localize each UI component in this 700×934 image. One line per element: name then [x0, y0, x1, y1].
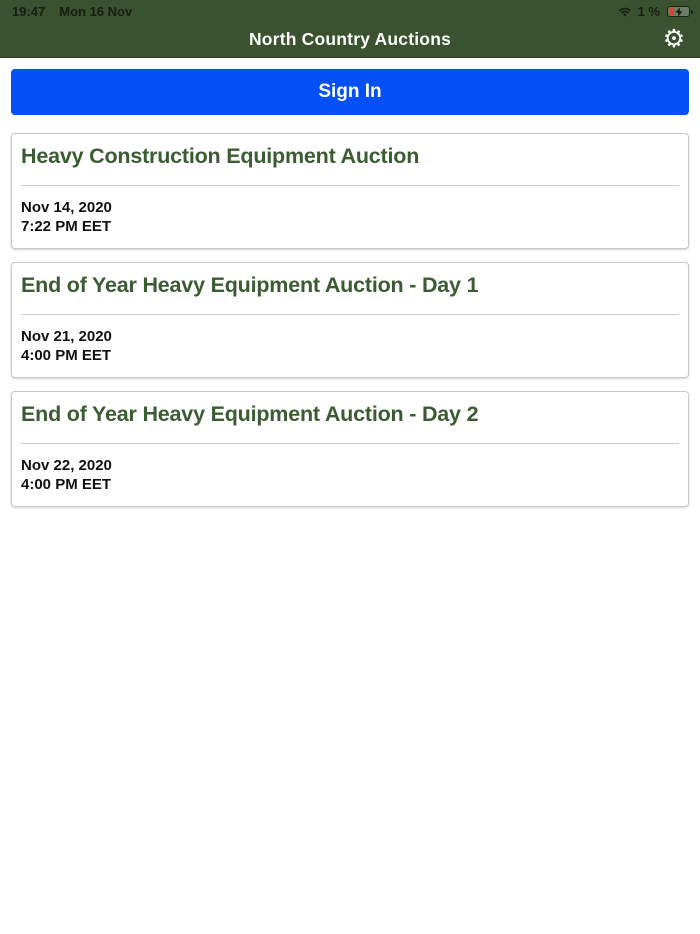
auction-time: 4:00 PM EET: [21, 476, 112, 493]
wifi-icon: [617, 6, 633, 18]
auction-time: 7:22 PM EET: [21, 218, 112, 235]
auction-date: Nov 14, 2020: [21, 199, 112, 216]
status-left: 19:47 Mon 16 Nov: [12, 4, 132, 19]
auction-title: End of Year Heavy Equipment Auction - Da…: [21, 273, 479, 297]
card-divider: [21, 314, 679, 315]
auction-time: 4:00 PM EET: [21, 347, 112, 364]
page-title: North Country Auctions: [248, 29, 452, 49]
battery-charging-icon: [667, 4, 693, 19]
status-date: Mon 16 Nov: [59, 4, 133, 19]
battery-cap: [690, 9, 693, 14]
auction-card[interactable]: End of Year Heavy Equipment Auction - Da…: [11, 391, 689, 507]
auction-title: Heavy Construction Equipment Auction: [21, 144, 420, 168]
auction-title: End of Year Heavy Equipment Auction - Da…: [21, 402, 479, 426]
card-divider: [21, 443, 679, 444]
auction-list: Heavy Construction Equipment Auction Nov…: [0, 133, 700, 507]
status-bar: 19:47 Mon 16 Nov 1 %: [0, 0, 700, 21]
sign-in-button[interactable]: Sign In: [11, 69, 689, 115]
auction-date: Nov 22, 2020: [21, 457, 112, 474]
battery-level: [669, 8, 674, 15]
auction-card[interactable]: Heavy Construction Equipment Auction Nov…: [11, 133, 689, 249]
settings-gear-icon[interactable]: ⚙: [662, 25, 686, 53]
status-right: 1 %: [617, 4, 693, 19]
nav-bar: North Country Auctions ⚙: [0, 21, 700, 58]
auction-date: Nov 21, 2020: [21, 328, 112, 345]
status-time: 19:47: [12, 4, 46, 19]
auction-card[interactable]: End of Year Heavy Equipment Auction - Da…: [11, 262, 689, 378]
app-header: 19:47 Mon 16 Nov 1 %: [0, 0, 700, 58]
charging-bolt-icon: [675, 4, 683, 19]
card-divider: [21, 185, 679, 186]
battery-percent: 1 %: [637, 4, 660, 19]
